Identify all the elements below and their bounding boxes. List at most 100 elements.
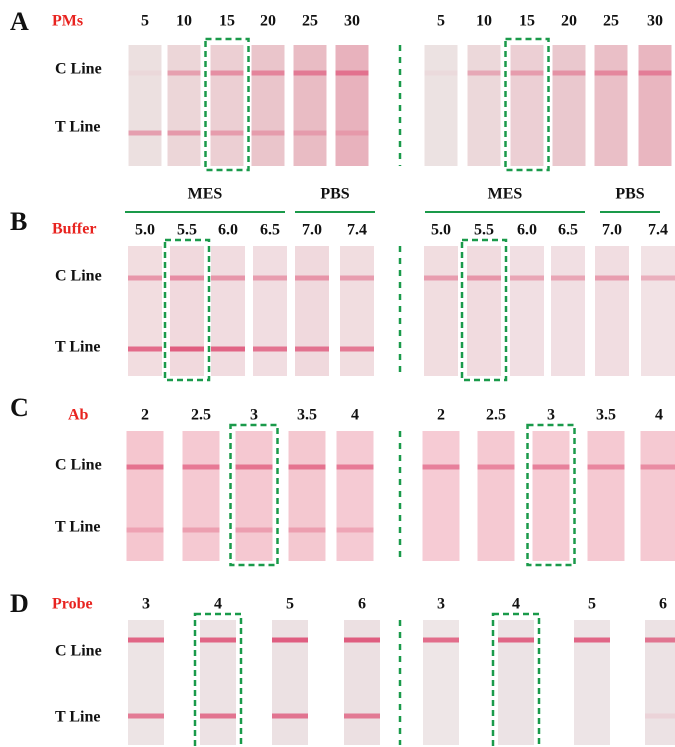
- test-band: [128, 714, 164, 719]
- group-label: MES: [488, 186, 523, 203]
- test-strip: [595, 246, 629, 376]
- value-label: 6.5: [260, 222, 280, 239]
- value-label: 2: [437, 407, 445, 424]
- control-band: [272, 638, 308, 643]
- value-label: 5.5: [177, 222, 197, 239]
- control-band: [498, 638, 534, 643]
- value-label: 5.0: [135, 222, 155, 239]
- test-strip: [170, 246, 204, 376]
- test-strip: [641, 246, 675, 376]
- parameter-label: Ab: [68, 407, 89, 424]
- line-label: T Line: [55, 119, 101, 136]
- test-band: [211, 131, 244, 136]
- group-label: PBS: [320, 186, 349, 203]
- test-band: [127, 528, 164, 533]
- test-strip: [168, 45, 201, 166]
- test-band: [289, 528, 326, 533]
- test-strip: [588, 431, 625, 561]
- value-label: 30: [647, 13, 663, 30]
- control-band: [211, 276, 245, 281]
- control-band: [168, 71, 201, 76]
- test-band: [645, 714, 675, 719]
- value-label: 5: [588, 596, 596, 613]
- control-band: [641, 276, 675, 281]
- group-label: PBS: [615, 186, 644, 203]
- panel-letter: D: [10, 589, 29, 618]
- control-band: [252, 71, 285, 76]
- test-strip: [551, 246, 585, 376]
- value-label: 3: [547, 407, 555, 424]
- test-strip: [211, 246, 245, 376]
- test-strip: [294, 45, 327, 166]
- test-band: [336, 131, 369, 136]
- value-label: 20: [260, 13, 276, 30]
- parameter-label: PMs: [52, 13, 83, 30]
- control-band: [645, 638, 675, 643]
- test-band: [183, 528, 220, 533]
- value-label: 6: [659, 596, 667, 613]
- control-band: [128, 276, 162, 281]
- control-band: [129, 71, 162, 76]
- control-band: [467, 276, 501, 281]
- value-label: 5: [141, 13, 149, 30]
- value-label: 25: [302, 13, 318, 30]
- control-band: [641, 465, 675, 470]
- value-label: 2: [141, 407, 149, 424]
- control-band: [639, 71, 672, 76]
- test-strip: [211, 45, 244, 166]
- value-label: 30: [344, 13, 360, 30]
- value-label: 25: [603, 13, 619, 30]
- panel-letter: B: [10, 207, 27, 236]
- value-label: 20: [561, 13, 577, 30]
- control-band: [553, 71, 586, 76]
- value-label: 4: [214, 596, 222, 613]
- control-band: [337, 465, 374, 470]
- value-label: 15: [219, 13, 235, 30]
- value-label: 2.5: [486, 407, 506, 424]
- test-band: [294, 131, 327, 136]
- value-label: 5.5: [474, 222, 494, 239]
- control-band: [253, 276, 287, 281]
- control-band: [289, 465, 326, 470]
- control-band: [183, 465, 220, 470]
- test-band: [272, 714, 308, 719]
- test-strip: [129, 45, 162, 166]
- control-band: [128, 638, 164, 643]
- control-band: [533, 465, 570, 470]
- control-band: [478, 465, 515, 470]
- control-band: [595, 71, 628, 76]
- value-label: 5.0: [431, 222, 451, 239]
- line-label: C Line: [55, 61, 102, 78]
- control-band: [236, 465, 273, 470]
- test-band: [252, 131, 285, 136]
- value-label: 7.0: [602, 222, 622, 239]
- test-band: [295, 347, 329, 352]
- test-strip: [236, 431, 273, 561]
- test-band: [344, 714, 380, 719]
- test-band: [168, 131, 201, 136]
- value-label: 15: [519, 13, 535, 30]
- control-band: [295, 276, 329, 281]
- value-label: 6.0: [218, 222, 238, 239]
- test-strip: [127, 431, 164, 561]
- value-label: 7.4: [648, 222, 668, 239]
- value-label: 5: [437, 13, 445, 30]
- control-band: [588, 465, 625, 470]
- test-strip: [337, 431, 374, 561]
- line-label: C Line: [55, 268, 102, 285]
- line-label: C Line: [55, 643, 102, 660]
- control-band: [595, 276, 629, 281]
- panel-letter: A: [10, 7, 29, 36]
- parameter-label: Buffer: [52, 221, 96, 238]
- value-label: 7.4: [347, 222, 367, 239]
- test-strip: [183, 431, 220, 561]
- line-label: T Line: [55, 519, 101, 536]
- test-band: [337, 528, 374, 533]
- control-band: [574, 638, 610, 643]
- test-strip: [641, 431, 675, 561]
- control-band: [294, 71, 327, 76]
- control-band: [340, 276, 374, 281]
- test-band: [170, 347, 204, 352]
- line-label: T Line: [55, 339, 101, 356]
- test-strip: [423, 431, 460, 561]
